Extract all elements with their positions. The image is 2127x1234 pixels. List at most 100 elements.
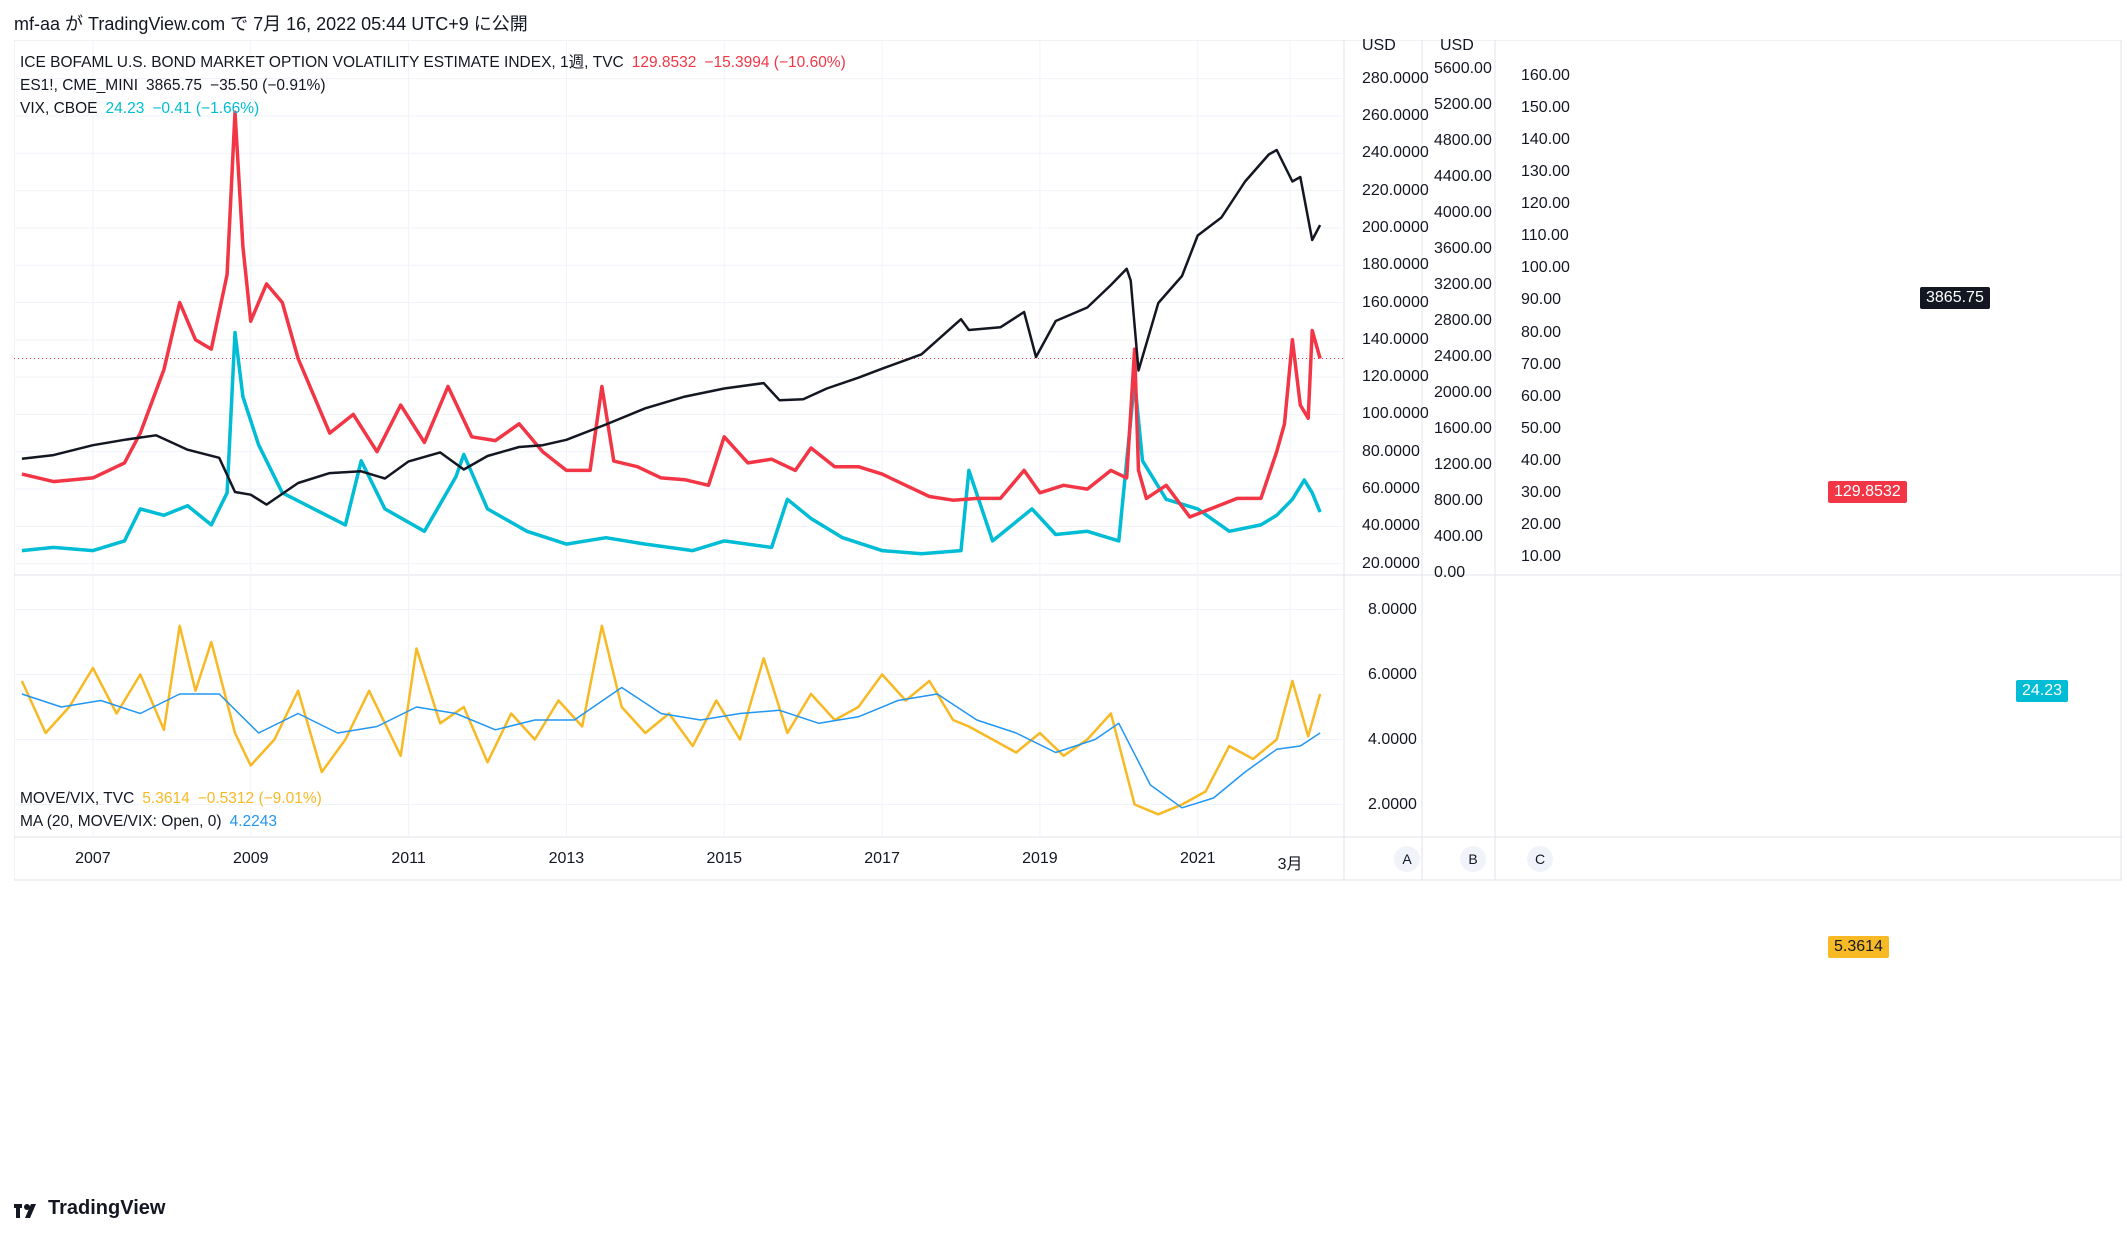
axis-a-tick-10: 80.0000 (1362, 442, 1420, 460)
vix-series-line (21, 330, 1322, 556)
legend-top-change-2: −0.41 (−1.66%) (152, 100, 260, 117)
axis-a-tick-0: 280.0000 (1362, 69, 1429, 87)
brand-label: TradingView (48, 1197, 166, 1219)
x-axis-tick-0: 2007 (75, 850, 111, 867)
legend-top-value-2: 24.23 (105, 100, 145, 117)
axis-a-tick-11: 60.0000 (1362, 480, 1420, 498)
axis-a-tick-1: 260.0000 (1362, 106, 1429, 124)
legend-top-name-2: VIX, CBOE (20, 100, 98, 117)
axis-c-tick-2: 140.00 (1521, 131, 1570, 149)
axis-b-tick-9: 2000.00 (1434, 384, 1492, 401)
axis-a-tick-6: 160.0000 (1362, 293, 1429, 311)
legend-bottom-value-0: 5.3614 (142, 790, 190, 807)
legend-bottom-name-0: MOVE/VIX, TVC (20, 790, 135, 807)
axis-a-tick-3: 220.0000 (1362, 181, 1429, 199)
axis-b-tick-5: 3600.00 (1434, 240, 1492, 257)
axis-a-tick-13: 20.0000 (1362, 554, 1420, 572)
axis-b-tick-11: 1200.00 (1434, 456, 1492, 473)
move-series-line (21, 110, 1322, 519)
legend-top-change-0: −15.3994 (−10.60%) (704, 54, 846, 71)
axis-c-tick-7: 90.00 (1521, 291, 1562, 309)
axis-c-tick-11: 50.00 (1521, 419, 1562, 437)
legend-top: ICE BOFAML U.S. BOND MARKET OPTION VOLAT… (20, 50, 854, 123)
axis-b-tick-8: 2400.00 (1434, 348, 1492, 365)
es-series-line (21, 148, 1322, 506)
legend-bottom-value-1: 4.2243 (229, 813, 277, 830)
axis-a-tick-5: 180.0000 (1362, 256, 1429, 274)
axis-a-unit: USD (1362, 37, 1396, 54)
x-axis-tick-5: 2017 (864, 850, 900, 867)
axis-b-tick-0: 5600.00 (1434, 60, 1492, 77)
grid-layer (14, 40, 2122, 881)
scale-button-c[interactable]: C (1527, 846, 1553, 872)
price-tag-es: 3865.75 (1920, 287, 1990, 309)
axis-c-tick-10: 60.00 (1521, 387, 1562, 405)
axis-c-tick-15: 10.00 (1521, 547, 1562, 565)
axis-b-tick-1: 5200.00 (1434, 96, 1492, 113)
axis-a-tick-9: 100.0000 (1362, 405, 1429, 423)
axis-a-tick-7: 140.0000 (1362, 330, 1429, 348)
lower-axis-tick-1: 6.0000 (1368, 665, 1417, 683)
series-layer (20, 110, 1322, 816)
legend-bottom-name-1: MA (20, MOVE/VIX: Open, 0) (20, 813, 222, 830)
axis-b-tick-3: 4400.00 (1434, 168, 1492, 185)
lower-axis-tick-0: 8.0000 (1368, 600, 1417, 618)
axis-c-tick-6: 100.00 (1521, 259, 1570, 277)
legend-top-change-1: −35.50 (−0.91%) (210, 77, 326, 94)
axis-b-tick-13: 400.00 (1434, 528, 1483, 545)
axis-b-tick-10: 1600.00 (1434, 420, 1492, 437)
legend-top-value-0: 129.8532 (631, 54, 697, 71)
legend-bottom-change-0: −0.5312 (−9.01%) (197, 790, 322, 807)
x-axis-tick-8: 3月 (1277, 856, 1303, 873)
legend-top-row-1[interactable]: ES1!, CME_MINI 3865.75 −35.50 (−0.91%) (20, 77, 854, 95)
axis-a-tick-8: 120.0000 (1362, 368, 1429, 386)
chart-frame: ICE BOFAML U.S. BOND MARKET OPTION VOLAT… (14, 37, 2122, 1182)
axis-c-tick-12: 40.00 (1521, 451, 1562, 469)
x-axis-tick-6: 2019 (1022, 850, 1058, 867)
tradingview-logo-icon (14, 1201, 42, 1218)
legend-top-row-0[interactable]: ICE BOFAML U.S. BOND MARKET OPTION VOLAT… (20, 50, 854, 72)
price-tag-vix: 24.23 (2016, 680, 2069, 702)
x-axis-tick-4: 2015 (706, 850, 743, 867)
axis-a-tick-4: 200.0000 (1362, 218, 1429, 236)
legend-top-value-1: 3865.75 (146, 77, 203, 94)
axis-c-tick-8: 80.00 (1521, 323, 1562, 341)
axis-a-tick-12: 40.0000 (1362, 517, 1420, 535)
x-axis-tick-3: 2013 (548, 850, 585, 867)
lower-axis-tick-3: 2.0000 (1368, 795, 1417, 813)
lower-axis-tick-2: 4.0000 (1368, 730, 1417, 748)
legend-top-row-2[interactable]: VIX, CBOE 24.23 −0.41 (−1.66%) (20, 100, 854, 118)
x-axis-tick-1: 2009 (232, 850, 269, 867)
legend-top-name-1: ES1!, CME_MINI (20, 77, 138, 94)
axis-c-tick-4: 120.00 (1521, 195, 1570, 213)
axis-c-tick-0: 160.00 (1521, 67, 1570, 85)
axis-b-unit: USD (1440, 37, 1474, 54)
axis-c-tick-9: 70.00 (1521, 355, 1562, 373)
price-tag-move: 129.8532 (1828, 481, 1907, 503)
axis-c-tick-5: 110.00 (1521, 227, 1569, 245)
chart-svg[interactable] (14, 40, 2122, 1182)
x-axis-tick-2: 2011 (391, 850, 426, 867)
axis-c-tick-1: 150.00 (1521, 99, 1570, 117)
publish-header: mf-aa が TradingView.com で 7月 16, 2022 05… (14, 14, 528, 34)
axis-b-tick-7: 2800.00 (1434, 312, 1492, 329)
legend-bottom-row-0[interactable]: MOVE/VIX, TVC 5.3614 −0.5312 (−9.01%) (20, 790, 330, 808)
legend-bottom-row-1[interactable]: MA (20, MOVE/VIX: Open, 0) 4.2243 (20, 813, 330, 831)
axis-c-tick-14: 20.00 (1521, 515, 1562, 533)
axis-b-tick-6: 3200.00 (1434, 276, 1492, 293)
x-axis-tick-7: 2021 (1179, 850, 1216, 867)
move-vix-ratio-line (20, 624, 1322, 816)
axis-c-tick-3: 130.00 (1521, 163, 1570, 181)
axis-b-tick-4: 4000.00 (1434, 204, 1492, 221)
scale-button-b[interactable]: B (1460, 846, 1486, 872)
price-tag-ratio: 5.3614 (1828, 936, 1889, 958)
tradingview-brand: TradingView (14, 1197, 165, 1220)
legend-top-name-0: ICE BOFAML U.S. BOND MARKET OPTION VOLAT… (20, 54, 624, 71)
axis-b-tick-2: 4800.00 (1434, 132, 1492, 149)
axis-a-tick-2: 240.0000 (1362, 144, 1429, 162)
scale-button-a[interactable]: A (1394, 846, 1420, 872)
axis-b-tick-14: 0.00 (1434, 564, 1466, 581)
axis-b-tick-12: 800.00 (1434, 492, 1483, 509)
ma20-line (21, 686, 1321, 809)
legend-bottom: MOVE/VIX, TVC 5.3614 −0.5312 (−9.01%) MA (2… (20, 790, 330, 836)
